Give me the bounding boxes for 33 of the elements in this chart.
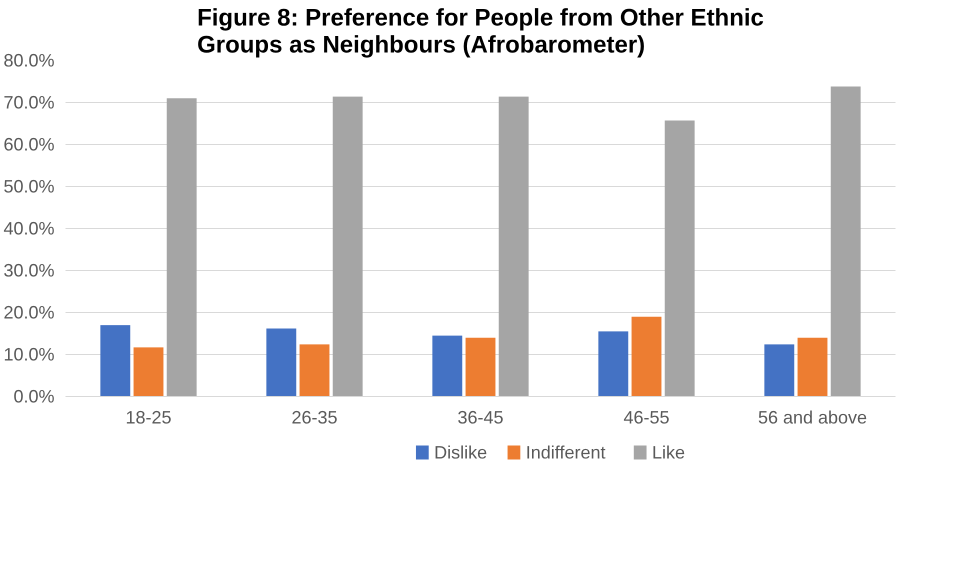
- bar: [632, 316, 662, 396]
- legend-label: Dislike: [434, 442, 488, 462]
- x-tick-label: 18-25: [125, 408, 172, 428]
- x-tick-label: 36-45: [457, 408, 504, 428]
- y-tick-label: 20.0%: [3, 302, 55, 322]
- bar: [134, 347, 164, 396]
- bar: [664, 120, 695, 396]
- y-tick-label: 30.0%: [3, 260, 55, 280]
- y-tick-label: 10.0%: [3, 344, 55, 364]
- y-tick-label: 80.0%: [3, 50, 55, 70]
- x-tick-label: 26-35: [291, 408, 338, 428]
- legend-label: Like: [652, 442, 686, 462]
- bar: [830, 86, 861, 396]
- y-tick-label: 60.0%: [3, 134, 55, 154]
- y-tick-label: 0.0%: [13, 386, 55, 406]
- bar: [498, 96, 529, 396]
- bar: [266, 328, 296, 396]
- bar: [598, 331, 628, 396]
- y-tick-label: 40.0%: [3, 218, 55, 238]
- chart-title: Figure 8: Preference for People from Other Ethnic Groups as Neighbours (Afrobarometer): [197, 4, 764, 58]
- x-tick-label: 56 and above: [758, 408, 868, 428]
- x-tick-label: 46-55: [623, 408, 670, 428]
- y-tick-label: 70.0%: [3, 92, 55, 112]
- bar: [300, 344, 330, 396]
- bar: [466, 338, 496, 396]
- bar: [432, 336, 462, 396]
- bar: [798, 338, 828, 396]
- bar: [100, 325, 130, 396]
- bar: [166, 98, 197, 396]
- bar: [332, 96, 363, 396]
- y-tick-label: 50.0%: [3, 176, 55, 196]
- legend-label: Indifferent: [526, 442, 606, 462]
- bar: [764, 344, 794, 396]
